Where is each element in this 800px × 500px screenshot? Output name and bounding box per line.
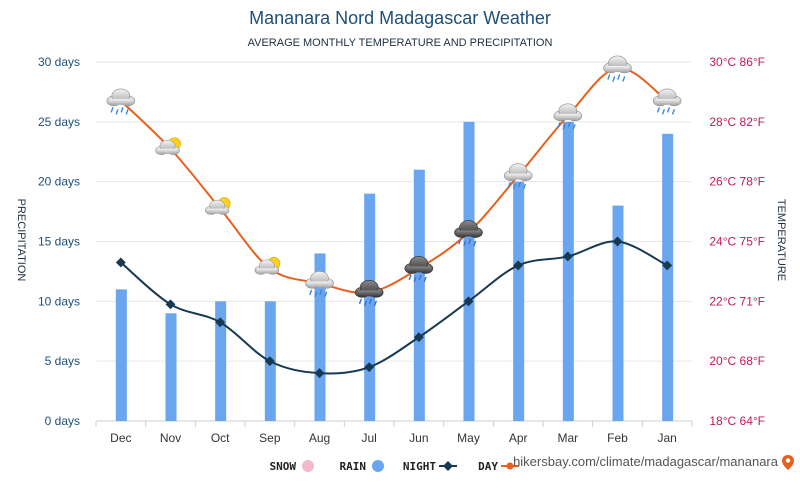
rain-cloud-icon [106, 88, 136, 115]
temperature-lines [115, 64, 673, 379]
right-tick-label: 18°C 64°F [709, 414, 765, 428]
night-point[interactable] [215, 317, 226, 328]
rain-bar[interactable] [662, 133, 674, 422]
left-tick-label: 10 days [38, 294, 80, 308]
legend-label: NIGHT [403, 460, 436, 473]
rain-bar[interactable] [215, 301, 227, 421]
night-point[interactable] [662, 260, 673, 271]
weather-icons [106, 55, 682, 307]
legend: SNOW RAIN NIGHT DAY [270, 460, 519, 473]
legend-label: DAY [478, 460, 498, 473]
legend-label: RAIN [340, 460, 367, 473]
source-link[interactable]: hikersbay.com/climate/madagascar/mananar… [513, 454, 779, 469]
rain-bar[interactable] [513, 181, 525, 421]
night-point[interactable] [264, 356, 275, 367]
x-tick-label: Jul [361, 431, 376, 445]
night-point[interactable] [314, 368, 325, 379]
left-tick-label: 25 days [38, 115, 80, 129]
right-tick-label: 24°C 75°F [709, 235, 765, 249]
left-tick-label: 15 days [38, 235, 80, 249]
x-tick-label: Feb [607, 431, 628, 445]
left-axis-ticks: 0 days 5 days 10 days 15 days 20 days 25 days… [38, 55, 80, 428]
chart-subtitle: AVERAGE MONTHLY TEMPERATURE AND PRECIPIT… [248, 37, 553, 49]
night-point[interactable] [612, 236, 623, 247]
legend-label: SNOW [270, 460, 297, 473]
x-tick-label: Jun [409, 431, 428, 445]
legend-marker [506, 462, 514, 470]
legend-item-snow[interactable]: SNOW [270, 460, 315, 473]
rain-cloud-icon [652, 88, 682, 115]
sun-cloud-icon [155, 137, 181, 155]
left-tick-label: 5 days [45, 354, 80, 368]
x-tick-label: Aug [309, 431, 330, 445]
right-axis-ticks: 18°C 64°F 20°C 68°F 22°C 71°F 24°C 75°F 26°C… [709, 55, 765, 428]
legend-item-day[interactable]: DAY [478, 460, 519, 473]
sun-cloud-icon [254, 257, 281, 275]
night-point[interactable] [463, 296, 474, 307]
legend-marker [302, 460, 314, 472]
left-axis-title: PRECIPITATION [15, 199, 27, 282]
location-pin-icon [782, 455, 794, 470]
right-tick-label: 30°C 86°F [709, 55, 765, 69]
x-tick-label: Sep [259, 431, 281, 445]
right-tick-label: 26°C 78°F [709, 175, 765, 189]
rain-cloud-icon [305, 271, 334, 298]
x-tick-label: May [457, 431, 480, 445]
left-tick-label: 20 days [38, 175, 80, 189]
left-tick-label: 0 days [45, 414, 80, 428]
chart-title: Mananara Nord Madagascar Weather [249, 8, 551, 28]
rain-bar[interactable] [115, 289, 127, 421]
thunder-cloud-icon [404, 256, 434, 283]
rain-bar[interactable] [364, 193, 376, 421]
right-axis-title: TEMPERATURE [775, 199, 787, 281]
rain-bar[interactable] [612, 205, 624, 421]
thunder-cloud-icon [454, 220, 483, 247]
legend-marker [443, 461, 453, 471]
night-point[interactable] [513, 260, 524, 271]
night-temperature-line [120, 240, 668, 375]
sun-cloud-icon [205, 197, 231, 215]
x-tick-label: Nov [160, 431, 181, 445]
x-tick-label: Mar [557, 431, 578, 445]
legend-item-rain[interactable]: RAIN [340, 460, 385, 473]
night-point[interactable] [165, 299, 176, 310]
x-tick-label: Dec [110, 431, 131, 445]
x-tick-label: Apr [509, 431, 528, 445]
rain-bars [115, 121, 674, 422]
rain-bar[interactable] [463, 121, 475, 421]
rain-cloud-icon [503, 163, 533, 190]
rain-bar[interactable] [413, 169, 425, 421]
rain-bar[interactable] [314, 253, 326, 421]
right-tick-label: 20°C 68°F [709, 354, 765, 368]
x-tick-label: Jan [657, 431, 676, 445]
right-tick-label: 28°C 82°F [709, 115, 765, 129]
rain-bar[interactable] [165, 313, 177, 421]
thunder-cloud-icon [354, 280, 384, 307]
left-tick-label: 30 days [38, 55, 80, 69]
rain-cloud-icon [603, 55, 632, 82]
x-tick-label: Oct [211, 431, 230, 445]
x-axis-ticks: Jan Feb Mar Apr May Jun Jul Aug Sep Oct Nov Dec [95, 421, 693, 445]
legend-item-night[interactable]: NIGHT [403, 460, 457, 473]
rain-bar[interactable] [562, 121, 574, 421]
legend-marker [372, 460, 384, 472]
rain-cloud-icon [553, 103, 583, 130]
day-temperature-line [120, 66, 668, 294]
night-point[interactable] [364, 362, 375, 373]
grid-lines [96, 61, 692, 422]
right-tick-label: 22°C 71°F [709, 294, 765, 308]
source-attribution[interactable]: hikersbay.com/climate/madagascar/mananar… [513, 454, 794, 470]
night-point[interactable] [413, 332, 424, 343]
